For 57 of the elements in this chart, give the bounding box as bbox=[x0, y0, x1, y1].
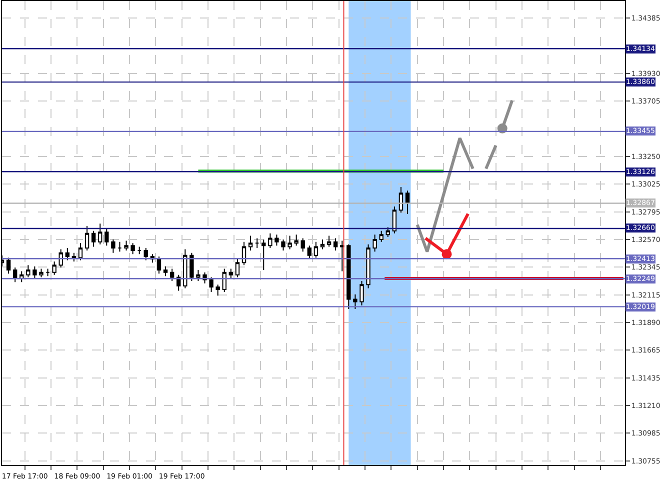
candlestick bbox=[314, 241, 318, 258]
candlestick bbox=[346, 244, 351, 310]
candlestick bbox=[228, 268, 234, 280]
candlestick bbox=[84, 226, 90, 251]
candlestick bbox=[360, 280, 364, 306]
candlestick bbox=[65, 248, 70, 261]
candlestick bbox=[144, 248, 148, 261]
candlestick bbox=[372, 234, 377, 252]
candlestick bbox=[398, 186, 404, 214]
candlestick bbox=[130, 242, 135, 255]
candlestick bbox=[72, 252, 76, 262]
candlestick bbox=[405, 190, 410, 214]
candlestick bbox=[183, 248, 188, 289]
candlestick bbox=[248, 235, 253, 251]
candlestick bbox=[6, 257, 11, 274]
candlestick bbox=[163, 266, 168, 277]
candlestick bbox=[274, 234, 279, 246]
candlestick bbox=[326, 235, 332, 248]
candlestick bbox=[268, 232, 272, 249]
candlestick bbox=[78, 242, 83, 261]
candlestick bbox=[209, 276, 214, 292]
candlestick bbox=[39, 268, 44, 278]
candlestick bbox=[58, 248, 63, 268]
candlestick bbox=[262, 238, 266, 270]
candlestick bbox=[242, 241, 246, 266]
candlestick bbox=[366, 244, 370, 289]
candlestick bbox=[156, 256, 162, 274]
candlestick bbox=[333, 238, 338, 251]
candlestick bbox=[392, 206, 397, 234]
candlestick bbox=[98, 223, 102, 245]
candlestick bbox=[254, 238, 260, 249]
candlestick bbox=[216, 284, 220, 296]
candlestick bbox=[26, 264, 30, 278]
candlestick bbox=[353, 294, 358, 310]
candlestick bbox=[386, 226, 390, 238]
candlestick bbox=[307, 245, 312, 260]
candlestick bbox=[294, 234, 298, 246]
candlestick bbox=[111, 238, 116, 254]
candlestick bbox=[320, 238, 325, 250]
candlestick bbox=[104, 228, 109, 246]
candlestick bbox=[124, 240, 128, 251]
candlestick bbox=[190, 252, 194, 282]
candlestick bbox=[379, 230, 384, 242]
candlestick bbox=[340, 240, 344, 272]
candlestick bbox=[281, 238, 286, 251]
candlestick bbox=[91, 230, 96, 248]
candlestick bbox=[32, 266, 37, 280]
candlestick bbox=[222, 268, 226, 292]
candlestick bbox=[137, 246, 142, 255]
candlestick bbox=[300, 238, 305, 252]
candlestick bbox=[235, 258, 240, 278]
candlestick bbox=[170, 268, 174, 282]
candlestick bbox=[118, 241, 122, 252]
candlestick bbox=[288, 235, 292, 250]
candlestick bbox=[46, 268, 50, 277]
candlestick bbox=[196, 269, 200, 282]
candlestick bbox=[52, 260, 56, 276]
